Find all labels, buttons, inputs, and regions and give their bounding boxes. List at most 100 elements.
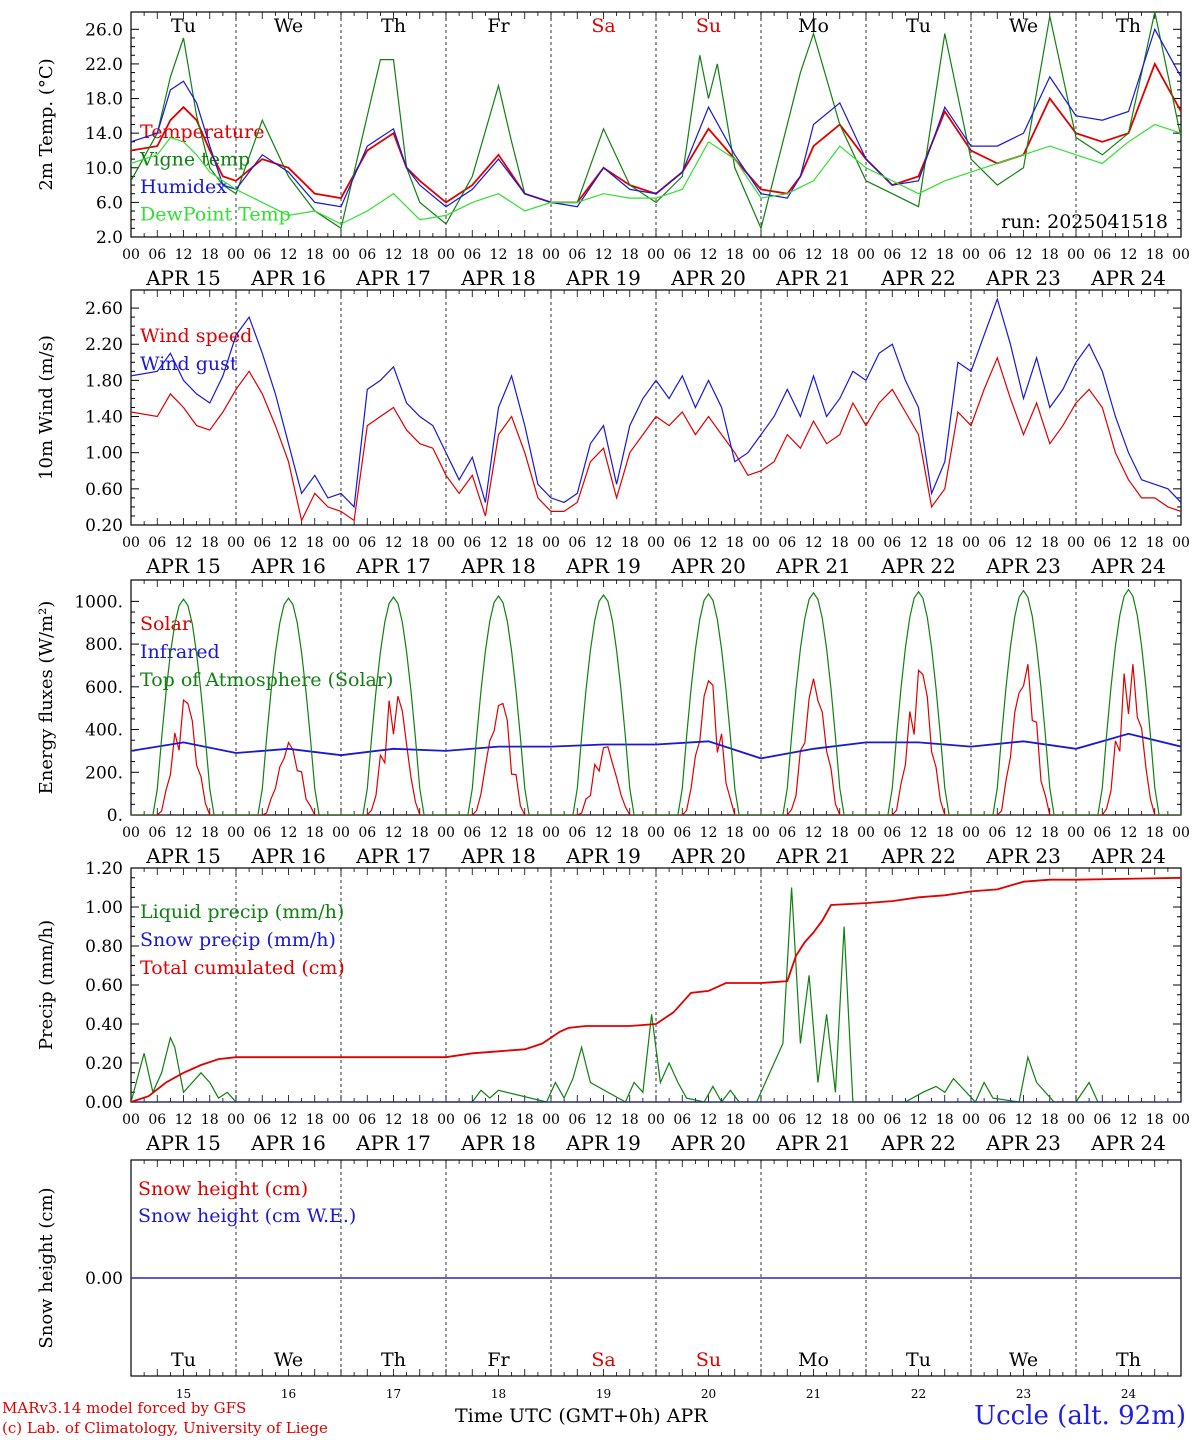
date-label: APR 23: [985, 554, 1061, 578]
weekday-label: Tu: [906, 1349, 931, 1371]
weekday-label: We: [1009, 1349, 1038, 1371]
hour-label: 00: [542, 535, 560, 551]
y-tick-label: 2.0: [96, 228, 123, 248]
hour-label: 18: [306, 535, 324, 551]
hour-label: 12: [910, 535, 928, 551]
hour-label: 18: [726, 535, 744, 551]
hour-label: 12: [595, 1112, 613, 1128]
date-label: APR 15: [145, 266, 221, 290]
y-tick-label: 1.00: [85, 444, 123, 464]
hour-label: 00: [542, 1112, 560, 1128]
hour-label: 06: [1093, 247, 1111, 263]
legend-entry: Humidex: [140, 176, 227, 198]
hour-label: 00: [962, 247, 980, 263]
date-label: APR 23: [985, 266, 1061, 290]
hour-label: 00: [437, 825, 455, 841]
day-number: 15: [176, 1387, 191, 1401]
date-label: APR 15: [145, 1131, 221, 1155]
series-line-liquid-precip-mm-h-: [131, 887, 1107, 1102]
date-label: APR 16: [250, 554, 326, 578]
hour-label: 12: [175, 1112, 193, 1128]
hour-label: 12: [700, 1112, 718, 1128]
hour-label: 18: [936, 535, 954, 551]
y-axis-label: Energy fluxes (W/m²): [36, 601, 57, 795]
y-tick-label: 10.0: [85, 159, 123, 179]
series-line-total-cumulated-cm-: [131, 876, 1181, 1102]
date-label: APR 17: [355, 266, 431, 290]
day-number: 16: [281, 1387, 296, 1401]
hour-label: 12: [385, 825, 403, 841]
series-line-infrared: [131, 732, 1181, 760]
series-line-dewpoint-temp: [131, 123, 1181, 225]
hour-label: 06: [568, 535, 586, 551]
hour-label: 12: [595, 247, 613, 263]
hour-label: 18: [1041, 247, 1059, 263]
hour-label: 12: [700, 247, 718, 263]
hour-label: 06: [253, 247, 271, 263]
legend-entry: Top of Atmosphere (Solar): [140, 669, 393, 691]
hour-label: 18: [411, 1112, 429, 1128]
weekday-label: Tu: [171, 1349, 196, 1371]
y-tick-label: 1.20: [85, 859, 123, 879]
hour-label: 06: [568, 1112, 586, 1128]
y-tick-label: 22.0: [85, 55, 123, 75]
hour-label: 18: [411, 825, 429, 841]
hour-label: 12: [1120, 247, 1138, 263]
legend-entry: Total cumulated (cm): [140, 957, 345, 979]
legend-entry: Vigne temp: [139, 149, 250, 171]
hour-label: 00: [962, 1112, 980, 1128]
hour-label: 00: [542, 825, 560, 841]
hour-label: 12: [1120, 1112, 1138, 1128]
hour-label: 06: [673, 825, 691, 841]
date-label: APR 20: [670, 554, 746, 578]
hour-label: 18: [621, 535, 639, 551]
date-label: APR 21: [775, 844, 851, 868]
hour-label: 18: [1146, 247, 1164, 263]
y-tick-label: 0.40: [85, 1015, 123, 1035]
y-axis-label: 10m Wind (m/s): [36, 335, 57, 480]
hour-label: 00: [1172, 247, 1190, 263]
y-tick-label: 600.: [85, 678, 123, 698]
model-credit: MARv3.14 model forced by GFS: [2, 1399, 247, 1417]
hour-label: 06: [883, 825, 901, 841]
hour-label: 00: [1172, 535, 1190, 551]
hour-label: 18: [306, 1112, 324, 1128]
hour-label: 00: [122, 247, 140, 263]
y-axis-label: Snow height (cm): [36, 1187, 57, 1348]
hour-label: 06: [358, 247, 376, 263]
date-label: APR 18: [460, 1131, 536, 1155]
hour-label: 06: [148, 825, 166, 841]
hour-label: 12: [910, 825, 928, 841]
hour-label: 18: [936, 1112, 954, 1128]
date-label: APR 21: [775, 1131, 851, 1155]
hour-label: 00: [857, 825, 875, 841]
weekday-label: Th: [381, 1349, 406, 1371]
y-tick-label: 18.0: [85, 90, 123, 110]
hour-label: 18: [411, 535, 429, 551]
hour-label: 12: [280, 825, 298, 841]
hour-label: 00: [1067, 535, 1085, 551]
weekday-label: We: [274, 1349, 303, 1371]
date-label: APR 16: [250, 844, 326, 868]
y-tick-label: 1.80: [85, 371, 123, 391]
hour-label: 18: [831, 247, 849, 263]
hour-label: 18: [201, 535, 219, 551]
hour-label: 12: [1015, 1112, 1033, 1128]
hour-label: 12: [1015, 247, 1033, 263]
weekday-label: Th: [1116, 15, 1141, 37]
y-tick-label: 400.: [85, 721, 123, 741]
hour-label: 00: [752, 535, 770, 551]
y-tick-label: 0.60: [85, 480, 123, 500]
hour-label: 12: [490, 825, 508, 841]
x-axis-title: Time UTC (GMT+0h) APR: [455, 1405, 708, 1427]
date-label: APR 20: [670, 266, 746, 290]
date-label: APR 23: [985, 844, 1061, 868]
hour-label: 18: [1146, 825, 1164, 841]
y-tick-label: 1.00: [85, 898, 123, 918]
hour-label: 00: [647, 535, 665, 551]
hour-label: 06: [463, 1112, 481, 1128]
hour-label: 00: [437, 1112, 455, 1128]
hour-label: 06: [988, 535, 1006, 551]
series-line-solar: [131, 664, 1181, 815]
lab-credit: (c) Lab. of Climatology, University of L…: [2, 1419, 328, 1437]
